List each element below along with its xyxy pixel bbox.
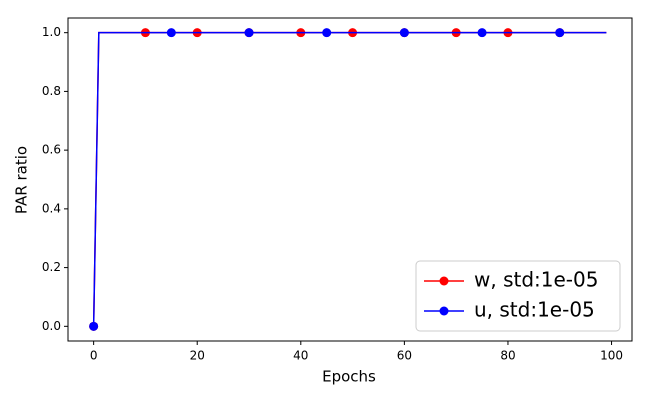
legend-box bbox=[415, 260, 621, 332]
legend-marker bbox=[439, 276, 449, 286]
legend-label: w, std:1e-05 bbox=[474, 268, 598, 292]
series-line bbox=[92, 31, 607, 327]
legend-marker bbox=[439, 306, 449, 316]
legend-label: u, std:1e-05 bbox=[474, 298, 595, 322]
y-tick-label: 0.6 bbox=[42, 143, 61, 157]
series-marker bbox=[399, 28, 409, 38]
series-marker bbox=[166, 28, 176, 38]
x-axis-label: Epochs bbox=[322, 368, 376, 386]
y-tick-label: 0.8 bbox=[42, 84, 61, 98]
y-tick-label: 0.4 bbox=[42, 201, 61, 215]
series-marker bbox=[555, 28, 565, 38]
x-tick-label: 0 bbox=[90, 349, 98, 363]
x-tick-label: 80 bbox=[500, 349, 515, 363]
series-marker bbox=[477, 28, 487, 38]
x-tick-label: 60 bbox=[397, 349, 412, 363]
series-marker bbox=[244, 28, 254, 38]
x-tick-label: 20 bbox=[190, 349, 205, 363]
series-marker bbox=[89, 321, 99, 331]
y-tick-label: 0.2 bbox=[42, 260, 61, 274]
x-tick-label: 40 bbox=[293, 349, 308, 363]
y-tick-label: 0.0 bbox=[42, 319, 61, 333]
series-marker bbox=[322, 28, 332, 38]
x-tick-label: 100 bbox=[600, 349, 623, 363]
y-tick-label: 1.0 bbox=[42, 25, 61, 39]
y-axis-label: PAR ratio bbox=[13, 146, 31, 214]
plot-frame bbox=[67, 17, 633, 342]
